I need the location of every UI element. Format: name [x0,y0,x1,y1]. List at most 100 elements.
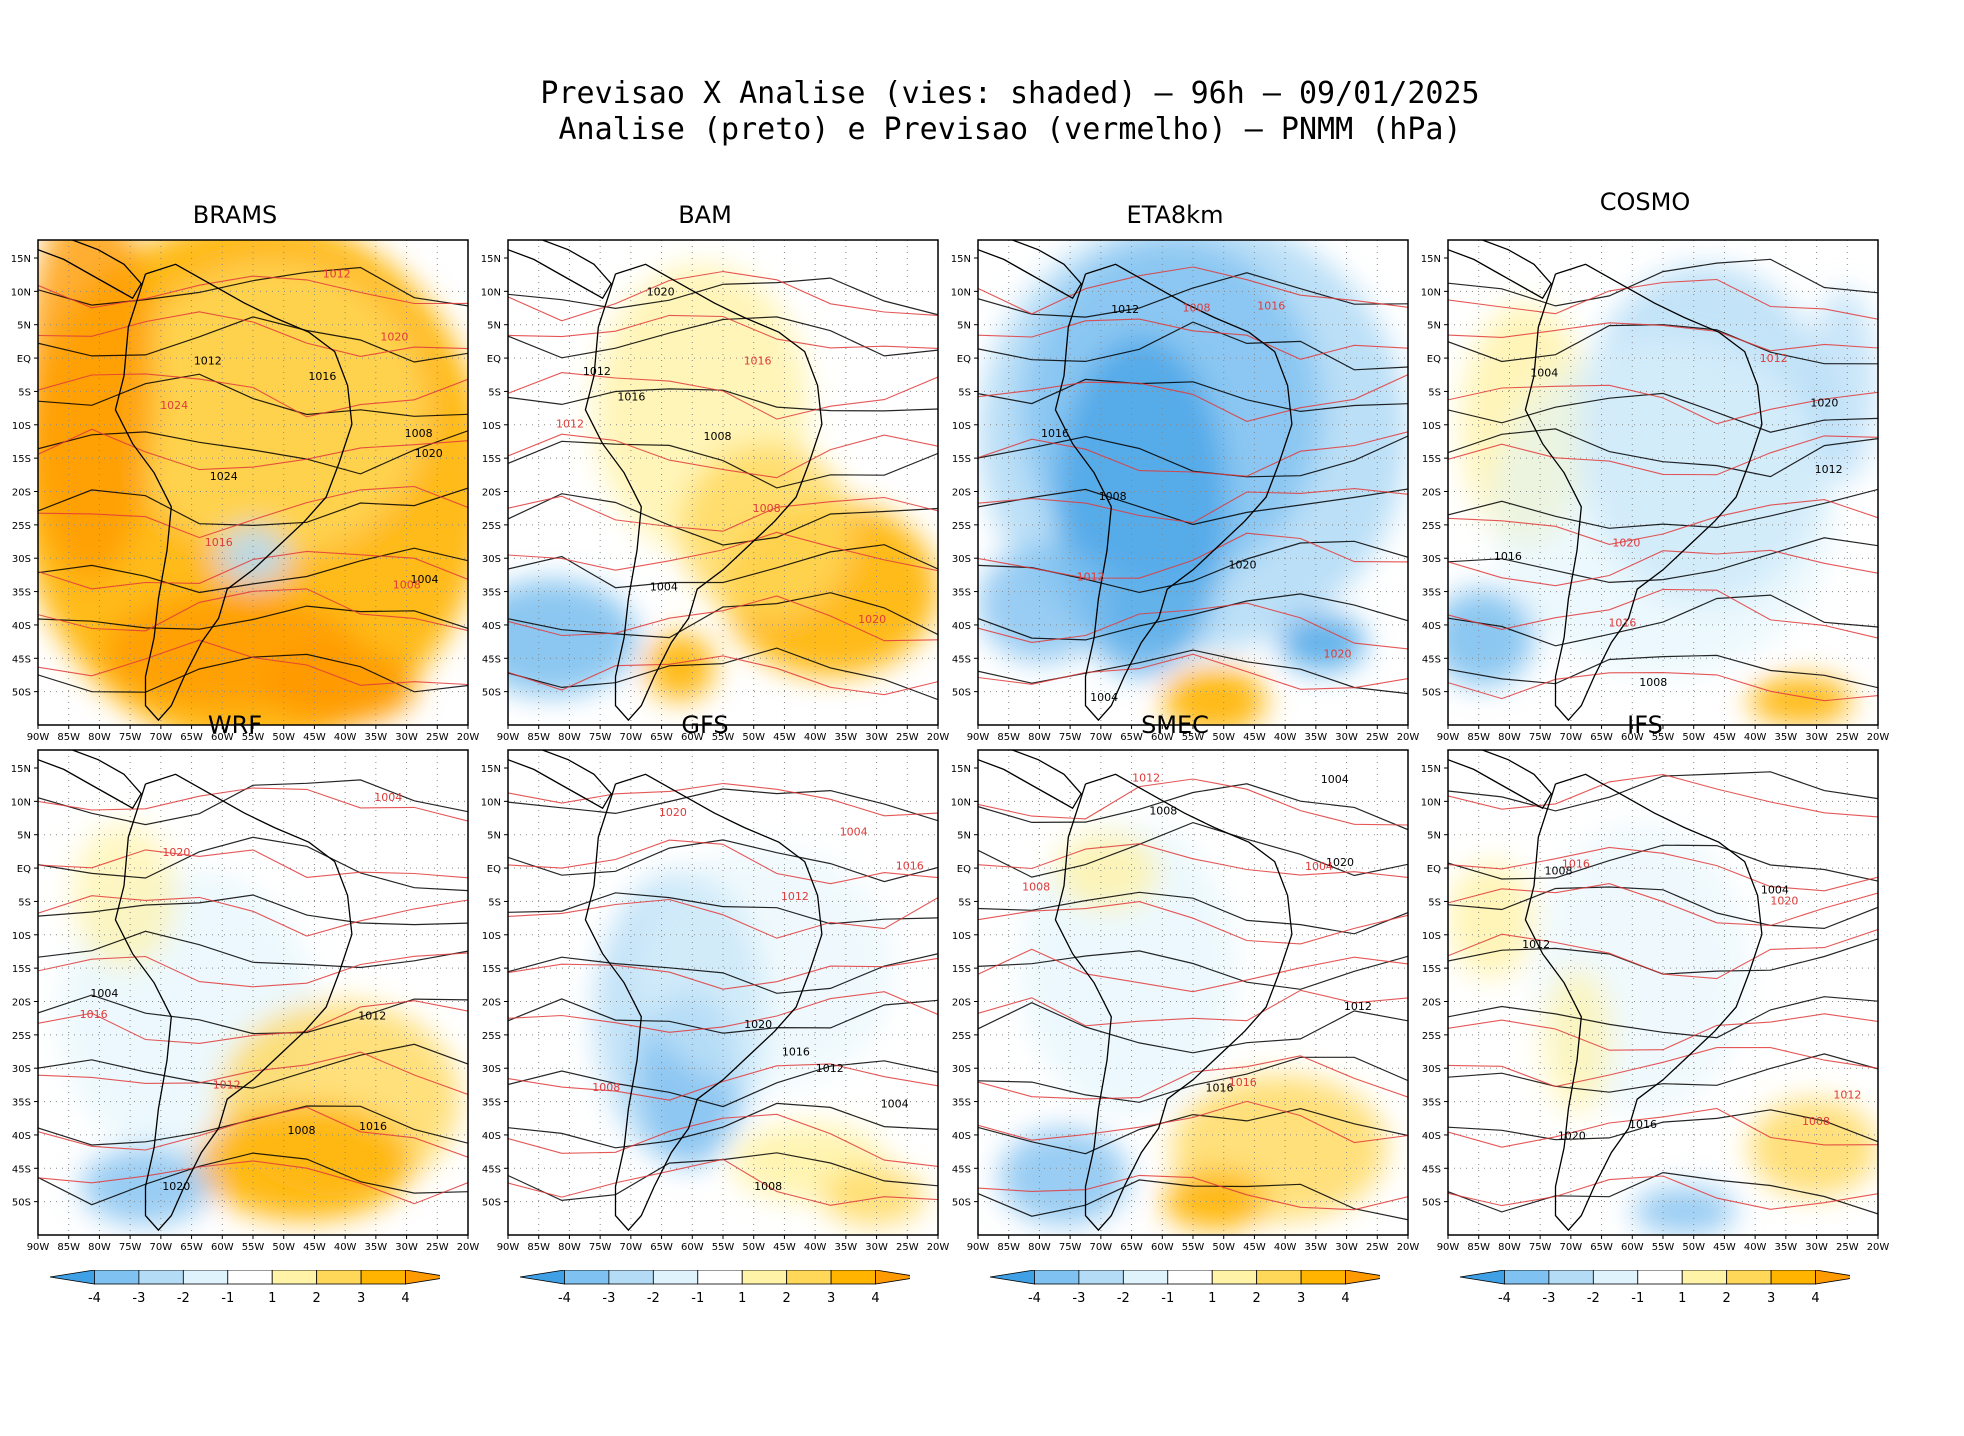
forecast-isobar [38,588,468,632]
lat-tick-label: 10S [1422,931,1441,942]
forecast-isobar [508,433,938,479]
forecast-isobar [1448,1175,1878,1210]
forecast-isobar [38,1000,468,1044]
lat-tick-label: 35S [952,1098,971,1109]
analysis-isobar [508,592,938,639]
forecast-contour-label: 1008 [393,578,421,591]
forecast-contour-label: 1020 [380,331,408,344]
lat-tick-label: 40S [12,621,31,632]
colorbar-swatch [1345,1270,1380,1285]
lon-tick-label: 60W [681,732,704,743]
forecast-contour-label: 1012 [781,890,809,903]
analysis-isobar [508,1102,938,1149]
forecast-contour-label: 1016 [1562,857,1590,870]
lat-tick-label: 35S [12,1098,31,1109]
forecast-isobar [508,595,938,642]
lon-tick-label: 20W [1397,1242,1420,1253]
colorbar-label: -3 [602,1291,615,1306]
analysis-contour-label: 1020 [162,1180,190,1193]
forecast-isobar [1448,928,1878,980]
lon-tick-label: 70W [620,732,643,743]
forecast-isobar [38,311,468,357]
bias-shading [218,526,288,585]
analysis-contour-label: 1020 [1229,559,1257,572]
analysis-isobar [508,1060,938,1108]
analysis-isobar [1448,392,1878,433]
lat-tick-label: 5S [488,387,501,398]
bias-shading [508,579,637,696]
forecast-isobar [1448,1013,1878,1051]
coastline [508,750,613,810]
bias-shading [1279,613,1365,672]
lat-tick-label: 5N [957,321,971,332]
analysis-isobar [508,277,938,316]
lon-tick-label: 45W [1713,1242,1736,1253]
analysis-isobar [978,821,1408,878]
analysis-contour-label: 1008 [405,427,433,440]
analysis-isobar [1448,771,1878,812]
panel-title: SMEC [1141,711,1209,739]
lat-tick-label: 25S [1422,1031,1441,1042]
analysis-isobar [508,998,938,1034]
lat-tick-label: 10N [481,797,501,808]
forecast-isobar [978,374,1408,422]
lon-tick-label: 20W [1867,1242,1890,1253]
lon-tick-label: 70W [620,1242,643,1253]
lon-tick-label: 50W [272,732,295,743]
forecast-contour-label: 1016 [205,536,233,549]
analysis-isobar [1448,1109,1878,1143]
lon-tick-label: 45W [773,732,796,743]
analysis-isobar [38,547,468,594]
lon-tick-label: 35W [835,1242,858,1253]
lon-tick-label: 85W [1467,1242,1490,1253]
lat-tick-label: 35S [1422,1098,1441,1109]
forecast-isobar [38,1106,468,1158]
panel-gfs: GFS 1016 1012 1008 1020 1004 1016 1012 1008 1004 1… [470,660,950,1306]
lon-tick-label: 30W [865,732,888,743]
map-plot: 1012 1008 1016 1020 1004 1012 1016 1020 15N 10N 5N… [1421,239,1889,743]
colorbar-label: 3 [1297,1291,1305,1306]
forecast-isobar [38,373,468,418]
coastline [114,773,353,1232]
colorbar-label: -4 [1498,1291,1511,1306]
forecast-contour-label: 1020 [1612,536,1640,549]
figure-title: Previsao X Analise (vies: shaded) – 96h … [0,76,1964,148]
analysis-isobar [978,1002,1408,1054]
colorbar-label: -1 [221,1291,234,1306]
forecast-isobar [1448,883,1878,927]
forecast-isobar [978,843,1408,878]
lat-tick-label: 5S [18,897,31,908]
lat-tick-label: 15N [1421,254,1441,265]
forecast-isobar [978,948,1408,993]
forecast-contour-label: 1012 [1833,1089,1861,1102]
bias-shading [1055,832,1159,911]
lat-tick-label: 35S [952,588,971,599]
lat-tick-label: 10S [12,421,31,432]
lat-tick-label: EQ [957,864,971,875]
analysis-isobar [38,1152,468,1206]
coastline [978,750,1083,810]
lon-tick-label: 60W [681,1242,704,1253]
forecast-isobar [1448,1107,1878,1148]
lon-tick-label: 20W [927,732,950,743]
coastline [584,263,823,722]
lon-tick-label: 55W [1652,732,1675,743]
lat-tick-label: 45S [952,654,971,665]
forecast-contour-label: 1016 [896,860,924,873]
forecast-contour-label: 1004 [1305,860,1333,873]
bias-shading [1162,666,1267,725]
colorbar-label: 1 [1208,1291,1216,1306]
bias-shading [1542,968,1612,1114]
title-line-1: Previsao X Analise (vies: shaded) – 96h … [540,76,1480,111]
colorbar-label: -1 [1161,1291,1174,1306]
lat-tick-label: 5N [17,321,31,332]
lat-tick-label: 30S [482,1064,501,1075]
coastline [978,240,1083,300]
colorbar: -4 -3 -2 -1 1 2 3 4 [989,1270,1380,1306]
lon-tick-label: 45W [303,1242,326,1253]
lon-tick-label: 45W [1713,732,1736,743]
lon-tick-label: 85W [1467,732,1490,743]
bias-shading [102,594,361,711]
lon-tick-label: 20W [1867,732,1890,743]
forecast-isobar [38,1051,468,1096]
